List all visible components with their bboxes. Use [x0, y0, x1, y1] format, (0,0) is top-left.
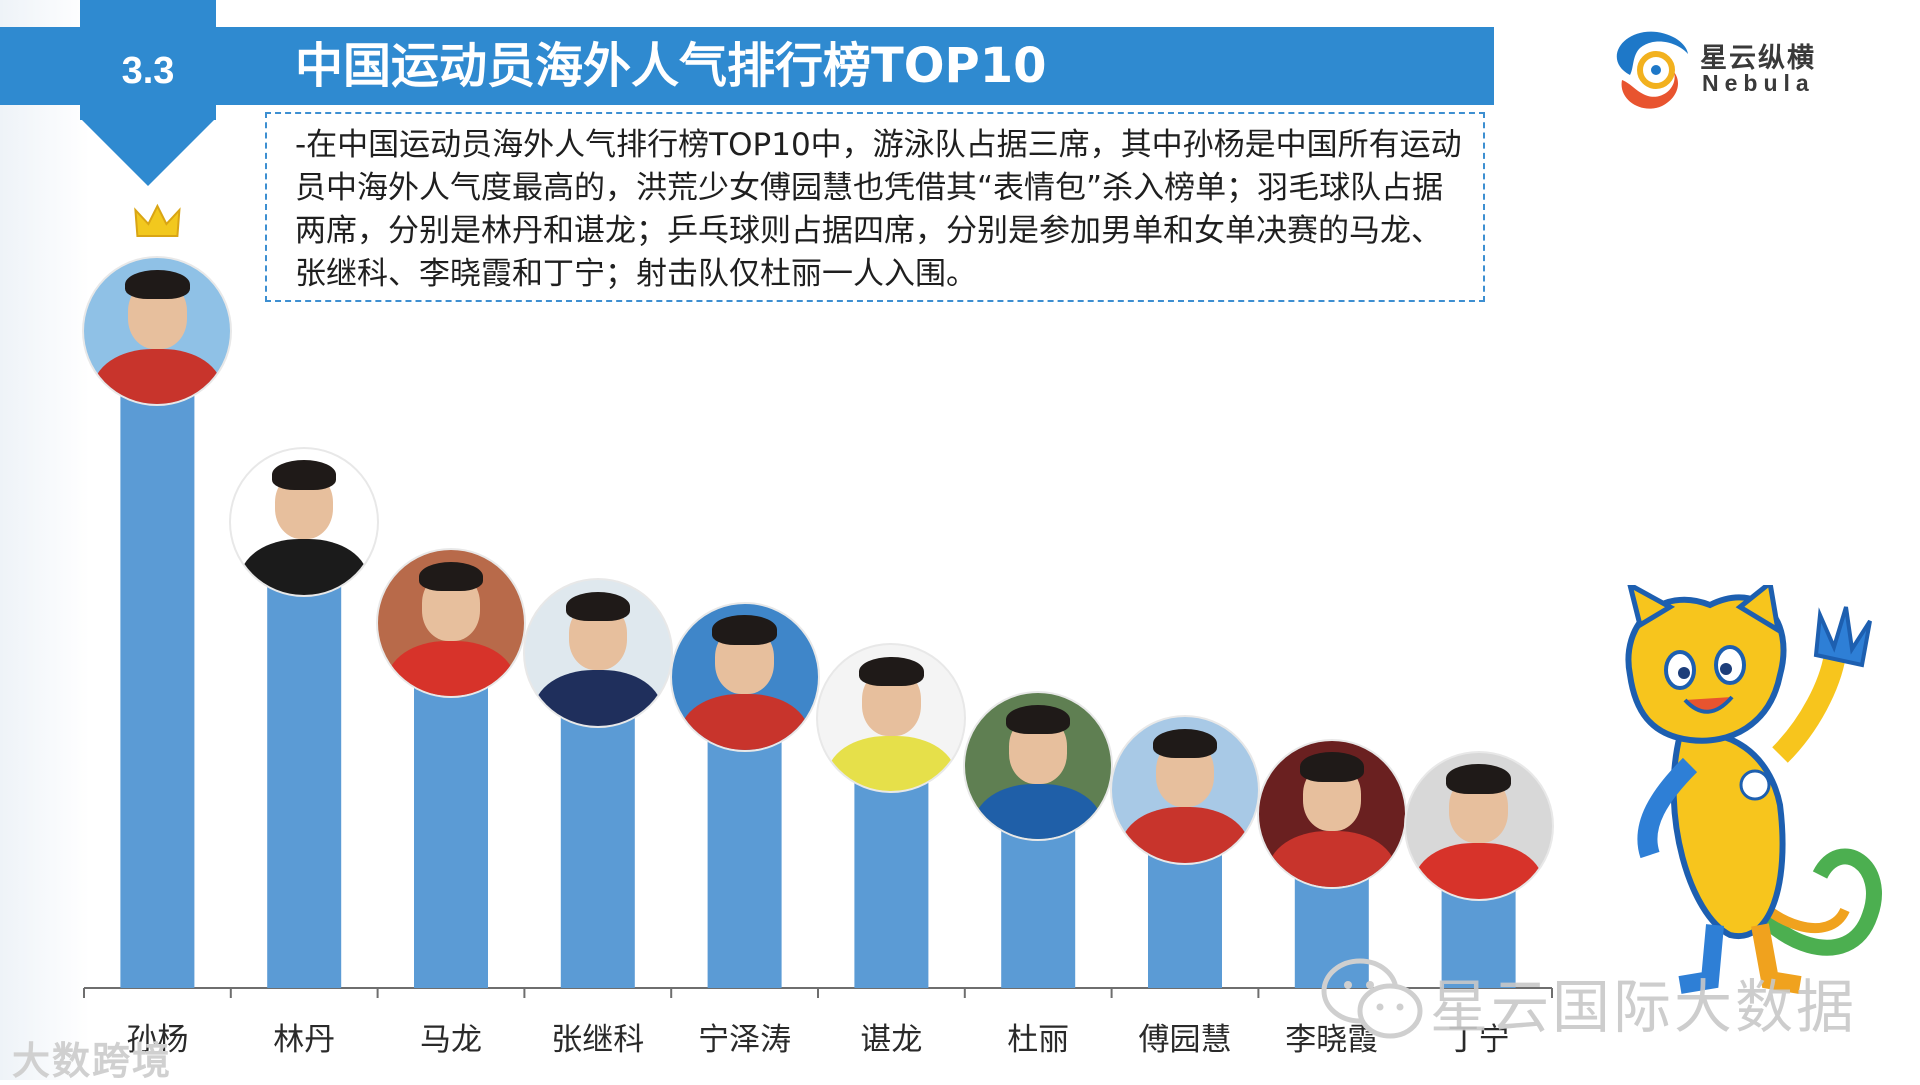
description-box: -在中国运动员海外人气排行榜TOP10中，游泳队占据三席，其中孙杨是中国所有运动… [265, 112, 1485, 302]
athlete-photo-sun-yang [82, 256, 233, 406]
athlete-body [1414, 843, 1543, 899]
athlete-hair [1299, 752, 1364, 782]
athlete-body [533, 670, 663, 726]
athlete-photo-ning-zetao [669, 601, 820, 752]
athlete-body [680, 694, 809, 750]
rio-mascot-icon [1625, 585, 1882, 994]
nebula-logo-icon [1616, 31, 1688, 109]
athlete-hair [125, 269, 190, 299]
bar-ding-ning [1441, 886, 1516, 988]
athlete-hair [859, 657, 924, 687]
watermark-text: 星云国际大数据 [1430, 973, 1858, 1041]
athlete-hair [1446, 764, 1511, 794]
athlete-body [973, 783, 1103, 840]
bar-chen-long [854, 779, 929, 988]
athlete-body [1267, 831, 1397, 887]
athlete-photo-ma-long [376, 548, 526, 699]
corner-watermark: 大数跨境 [12, 1039, 173, 1083]
tick-label-fu-yuanhui: 傅园慧 [1139, 1022, 1232, 1058]
tick-label-lin-dan: 林丹 [273, 1022, 335, 1058]
bar-ma-long [414, 684, 488, 988]
tick-label-ma-long: 马龙 [420, 1022, 482, 1058]
crown-icon [134, 203, 181, 237]
bar-fu-yuanhui [1148, 850, 1222, 988]
athlete-body [386, 640, 516, 697]
logo-chinese-text: 星云纵横 [1700, 43, 1816, 74]
athlete-body [239, 539, 369, 595]
athlete-body [827, 735, 956, 792]
bar-sun-yang [120, 392, 195, 988]
wechat-icon [1321, 958, 1423, 1039]
background-fade [0, 0, 90, 1080]
bar-du-li [1001, 827, 1076, 988]
athlete-photo-ding-ning [1403, 750, 1554, 901]
bar-zhang-jike [560, 713, 635, 988]
athlete-hair [1006, 704, 1071, 734]
athlete-hair [1152, 728, 1218, 758]
tick-label-li-xiaoxia: 李晓霞 [1285, 1022, 1378, 1058]
title-bar [0, 27, 1494, 105]
athlete-photo-zhang-jike [522, 577, 673, 728]
athlete-body [93, 348, 222, 404]
tick-label-zhang-jike: 张继科 [551, 1022, 644, 1058]
athlete-body [1120, 807, 1250, 863]
athlete-photo-fu-yuanhui [1110, 714, 1260, 865]
tick-label-ding-ning: 丁宁 [1448, 1022, 1510, 1058]
athlete-photo-du-li [963, 691, 1114, 842]
athlete-hair [565, 591, 630, 621]
athlete-photo-chen-long [816, 643, 967, 794]
description-text: -在中国运动员海外人气排行榜TOP10中，游泳队占据三席，其中孙杨是中国所有运动… [295, 127, 1462, 292]
section-tab [80, 0, 216, 120]
athlete-hair [272, 460, 337, 490]
tick-label-du-li: 杜丽 [1007, 1022, 1069, 1058]
page-title: 中国运动员海外人气排行榜TOP10 [295, 38, 1047, 94]
tick-label-chen-long: 谌龙 [860, 1022, 922, 1058]
athlete-hair [712, 615, 777, 645]
athlete-hair [418, 561, 484, 591]
athlete-photo-lin-dan [229, 446, 380, 597]
section-pointer [80, 118, 216, 186]
athlete-photo-li-xiaoxia [1256, 738, 1407, 889]
bar-lin-dan [267, 582, 342, 988]
bar-ning-zetao [707, 737, 782, 988]
section-number: 3.3 [121, 50, 175, 92]
logo-english-text: Nebula [1702, 70, 1815, 96]
tick-label-sun-yang: 孙杨 [126, 1022, 188, 1058]
tick-label-ning-zetao: 宁泽涛 [698, 1022, 791, 1058]
